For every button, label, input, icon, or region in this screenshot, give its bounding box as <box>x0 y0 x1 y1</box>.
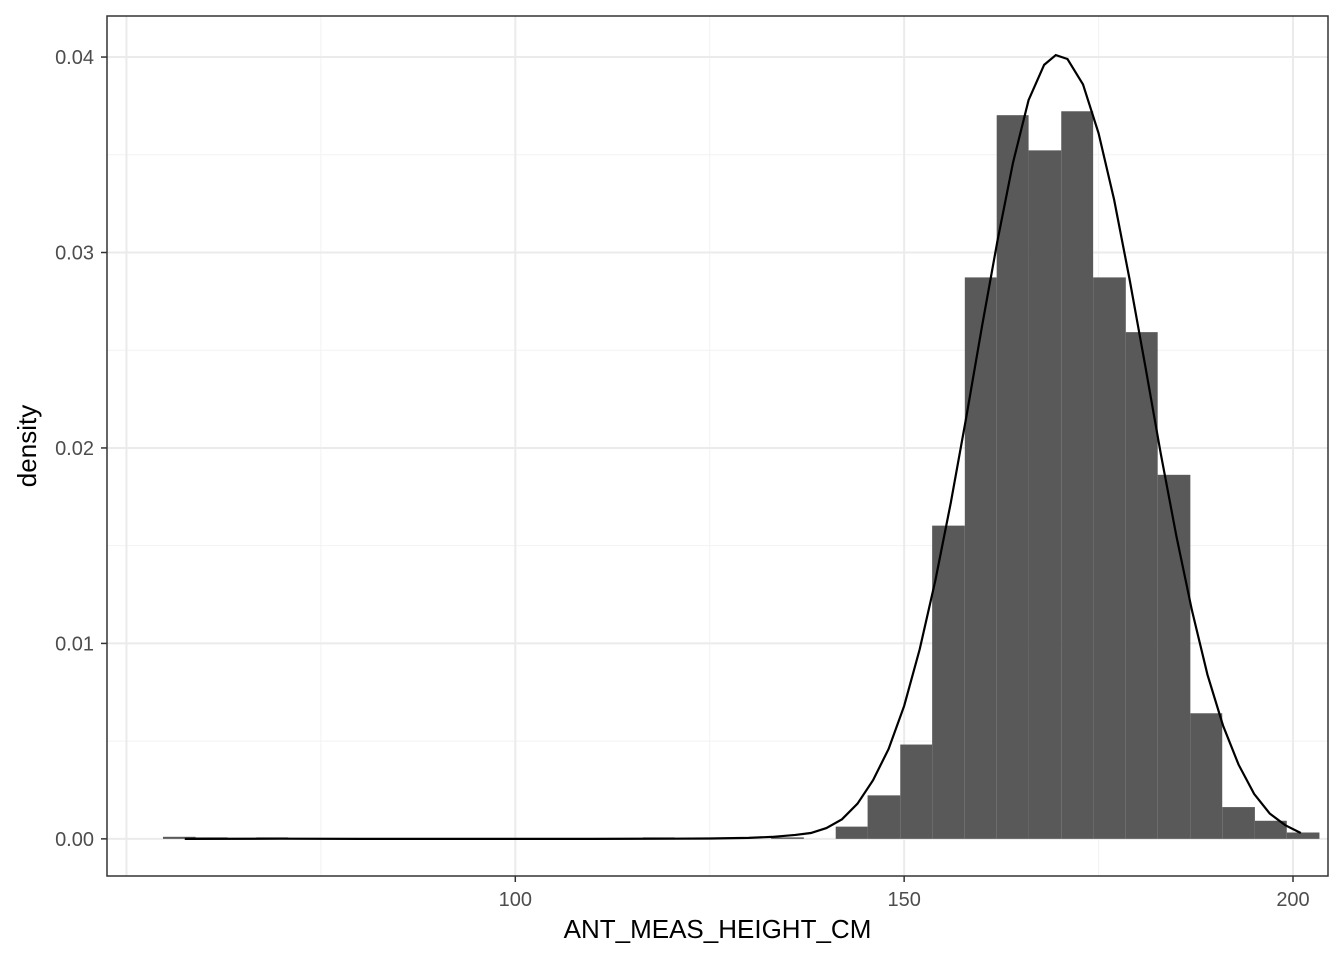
histogram-bar <box>835 826 868 839</box>
y-tick-label: 0.02 <box>55 438 94 460</box>
x-tick-label: 100 <box>499 889 532 911</box>
histogram-bar <box>1125 332 1158 839</box>
density-curve <box>184 53 1302 840</box>
y-axis: 0.00 0.01 0.02 0.03 0.04 <box>55 47 107 851</box>
histogram-bar <box>996 115 1029 839</box>
panel-border <box>106 15 1329 877</box>
y-tick-label: 0.03 <box>55 243 94 265</box>
x-tick-label: 200 <box>1276 889 1309 911</box>
x-tick-label: 150 <box>887 889 920 911</box>
histogram-bar <box>932 525 965 839</box>
y-tick-label: 0.04 <box>55 47 94 69</box>
histogram-bar <box>1028 150 1062 839</box>
y-tick-label: 0.00 <box>55 829 94 851</box>
histogram-bar <box>1093 277 1126 839</box>
histogram-bar <box>900 744 933 839</box>
y-axis-title: density <box>12 405 42 487</box>
x-axis: 100 150 200 <box>499 876 1310 911</box>
histogram-bar <box>1157 474 1191 839</box>
histogram-bar <box>771 837 804 839</box>
histogram-bar <box>1254 820 1287 839</box>
histogram-bar <box>1061 111 1094 839</box>
histogram-bar <box>1190 713 1223 839</box>
x-axis-title: ANT_MEAS_HEIGHT_CM <box>564 914 872 944</box>
histogram-bar <box>867 795 901 839</box>
histogram-bar <box>1222 807 1255 839</box>
histogram-bar <box>1286 832 1320 839</box>
histogram-bars <box>162 111 1320 839</box>
y-tick-label: 0.01 <box>55 633 94 655</box>
histogram-bar <box>964 277 997 839</box>
minor-grid <box>107 16 1328 876</box>
histogram-bar <box>162 836 196 839</box>
